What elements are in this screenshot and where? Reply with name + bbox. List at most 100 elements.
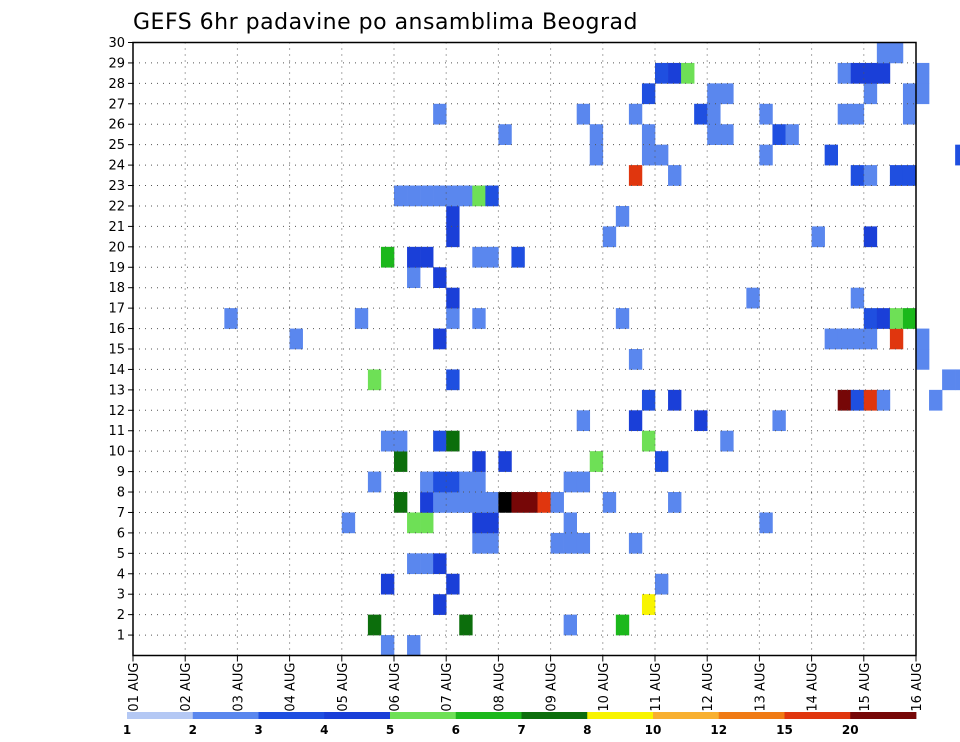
precip-cell — [902, 83, 917, 105]
colorbar-swatch — [258, 712, 325, 719]
colorbar-swatch — [390, 712, 457, 719]
x-tick-label: 11 AUG — [649, 663, 664, 712]
y-tick-label: 23 — [108, 179, 125, 194]
precip-cell — [472, 246, 486, 268]
x-tick-label: 01 AUG — [127, 663, 142, 712]
colorbar-swatch — [192, 712, 259, 719]
x-tick-label: 16 AUG — [910, 663, 925, 712]
x-tick-label: 07 AUG — [440, 663, 455, 712]
precip-cell — [498, 451, 512, 472]
precip-cell — [446, 185, 460, 207]
precip-cell — [863, 165, 878, 186]
precip-cell — [876, 42, 891, 64]
precip-cell — [407, 512, 421, 534]
y-tick-label: 15 — [108, 343, 125, 358]
precip-cell — [446, 226, 460, 248]
precip-cell — [628, 165, 643, 186]
precip-cell — [563, 532, 577, 554]
precip-cell — [772, 124, 786, 145]
precip-cell — [563, 512, 577, 534]
precip-cell — [589, 451, 604, 472]
precip-cell — [746, 287, 760, 309]
precip-cell — [916, 83, 930, 105]
precip-cell — [850, 328, 865, 350]
precip-cell — [433, 471, 447, 493]
precip-cell — [929, 389, 943, 411]
precip-cell — [407, 185, 421, 207]
precip-cell — [824, 328, 838, 350]
y-tick-label: 9 — [117, 465, 125, 480]
precip-cell — [472, 492, 486, 513]
colorbar-swatch — [784, 712, 851, 719]
precip-cell — [824, 144, 838, 166]
precip-cell — [380, 635, 395, 656]
precip-cell — [707, 103, 721, 125]
colorbar-swatch — [653, 712, 720, 719]
colorbar-label: 3 — [254, 723, 262, 737]
precip-cell — [485, 185, 499, 207]
precip-cell — [380, 246, 395, 268]
precip-cell — [720, 124, 734, 145]
x-tick-label: 08 AUG — [492, 663, 507, 712]
colorbar-swatch — [587, 712, 654, 719]
colorbar-label: 2 — [189, 723, 197, 737]
precip-cell — [955, 144, 960, 166]
precip-cell — [511, 246, 525, 268]
precip-cell — [850, 103, 865, 125]
precip-cell — [446, 573, 460, 595]
precip-cell — [446, 430, 460, 452]
precip-cell — [446, 492, 460, 513]
y-tick-label: 3 — [117, 588, 125, 603]
precip-cell — [433, 594, 447, 615]
precip-cell — [628, 532, 643, 554]
precip-cell — [641, 430, 656, 452]
precip-cell — [863, 308, 878, 329]
precip-cell — [785, 124, 799, 145]
precip-cell — [837, 103, 852, 125]
precip-cell — [655, 573, 669, 595]
y-tick-label: 29 — [108, 56, 125, 71]
precip-cell — [433, 103, 447, 125]
precip-cell — [367, 614, 382, 636]
precip-cell — [485, 532, 499, 554]
y-tick-label: 10 — [108, 445, 125, 460]
colorbar-swatch — [455, 712, 522, 719]
precip-cell — [446, 369, 460, 391]
precip-cell — [485, 492, 499, 513]
precip-cell — [628, 349, 643, 370]
x-tick-label: 09 AUG — [545, 663, 560, 712]
y-tick-label: 13 — [108, 383, 125, 398]
precip-cell — [407, 246, 421, 268]
precip-cell — [433, 492, 447, 513]
y-tick-label: 1 — [117, 629, 125, 644]
precip-cell — [615, 614, 630, 636]
precip-cell — [420, 246, 434, 268]
y-tick-label: 26 — [108, 118, 125, 133]
precip-cell — [420, 471, 434, 493]
precip-cell — [876, 308, 891, 329]
precip-cell — [759, 103, 773, 125]
y-tick-label: 22 — [108, 199, 125, 214]
precip-cell — [407, 267, 421, 288]
precip-cell — [394, 451, 408, 472]
precip-cell — [472, 512, 486, 534]
precip-cell — [668, 62, 682, 84]
precip-cell — [628, 103, 643, 125]
precip-cell — [433, 267, 447, 288]
precip-cell — [889, 42, 904, 64]
precip-cell — [863, 83, 878, 105]
precip-cell — [394, 185, 408, 207]
y-tick-label: 14 — [108, 363, 125, 378]
colorbar-label: 6 — [452, 723, 460, 737]
grid-lines — [133, 42, 916, 656]
x-tick-label: 04 AUG — [284, 663, 299, 712]
y-ticks: 1234567891011121314151617181920212223242… — [108, 36, 133, 644]
precip-cell — [433, 185, 447, 207]
precip-cell — [420, 185, 434, 207]
y-tick-label: 20 — [108, 240, 125, 255]
precip-cell — [394, 492, 408, 513]
precip-cell — [367, 471, 382, 493]
precip-cell — [485, 246, 499, 268]
precip-cell — [433, 328, 447, 350]
precip-cell — [615, 308, 630, 329]
